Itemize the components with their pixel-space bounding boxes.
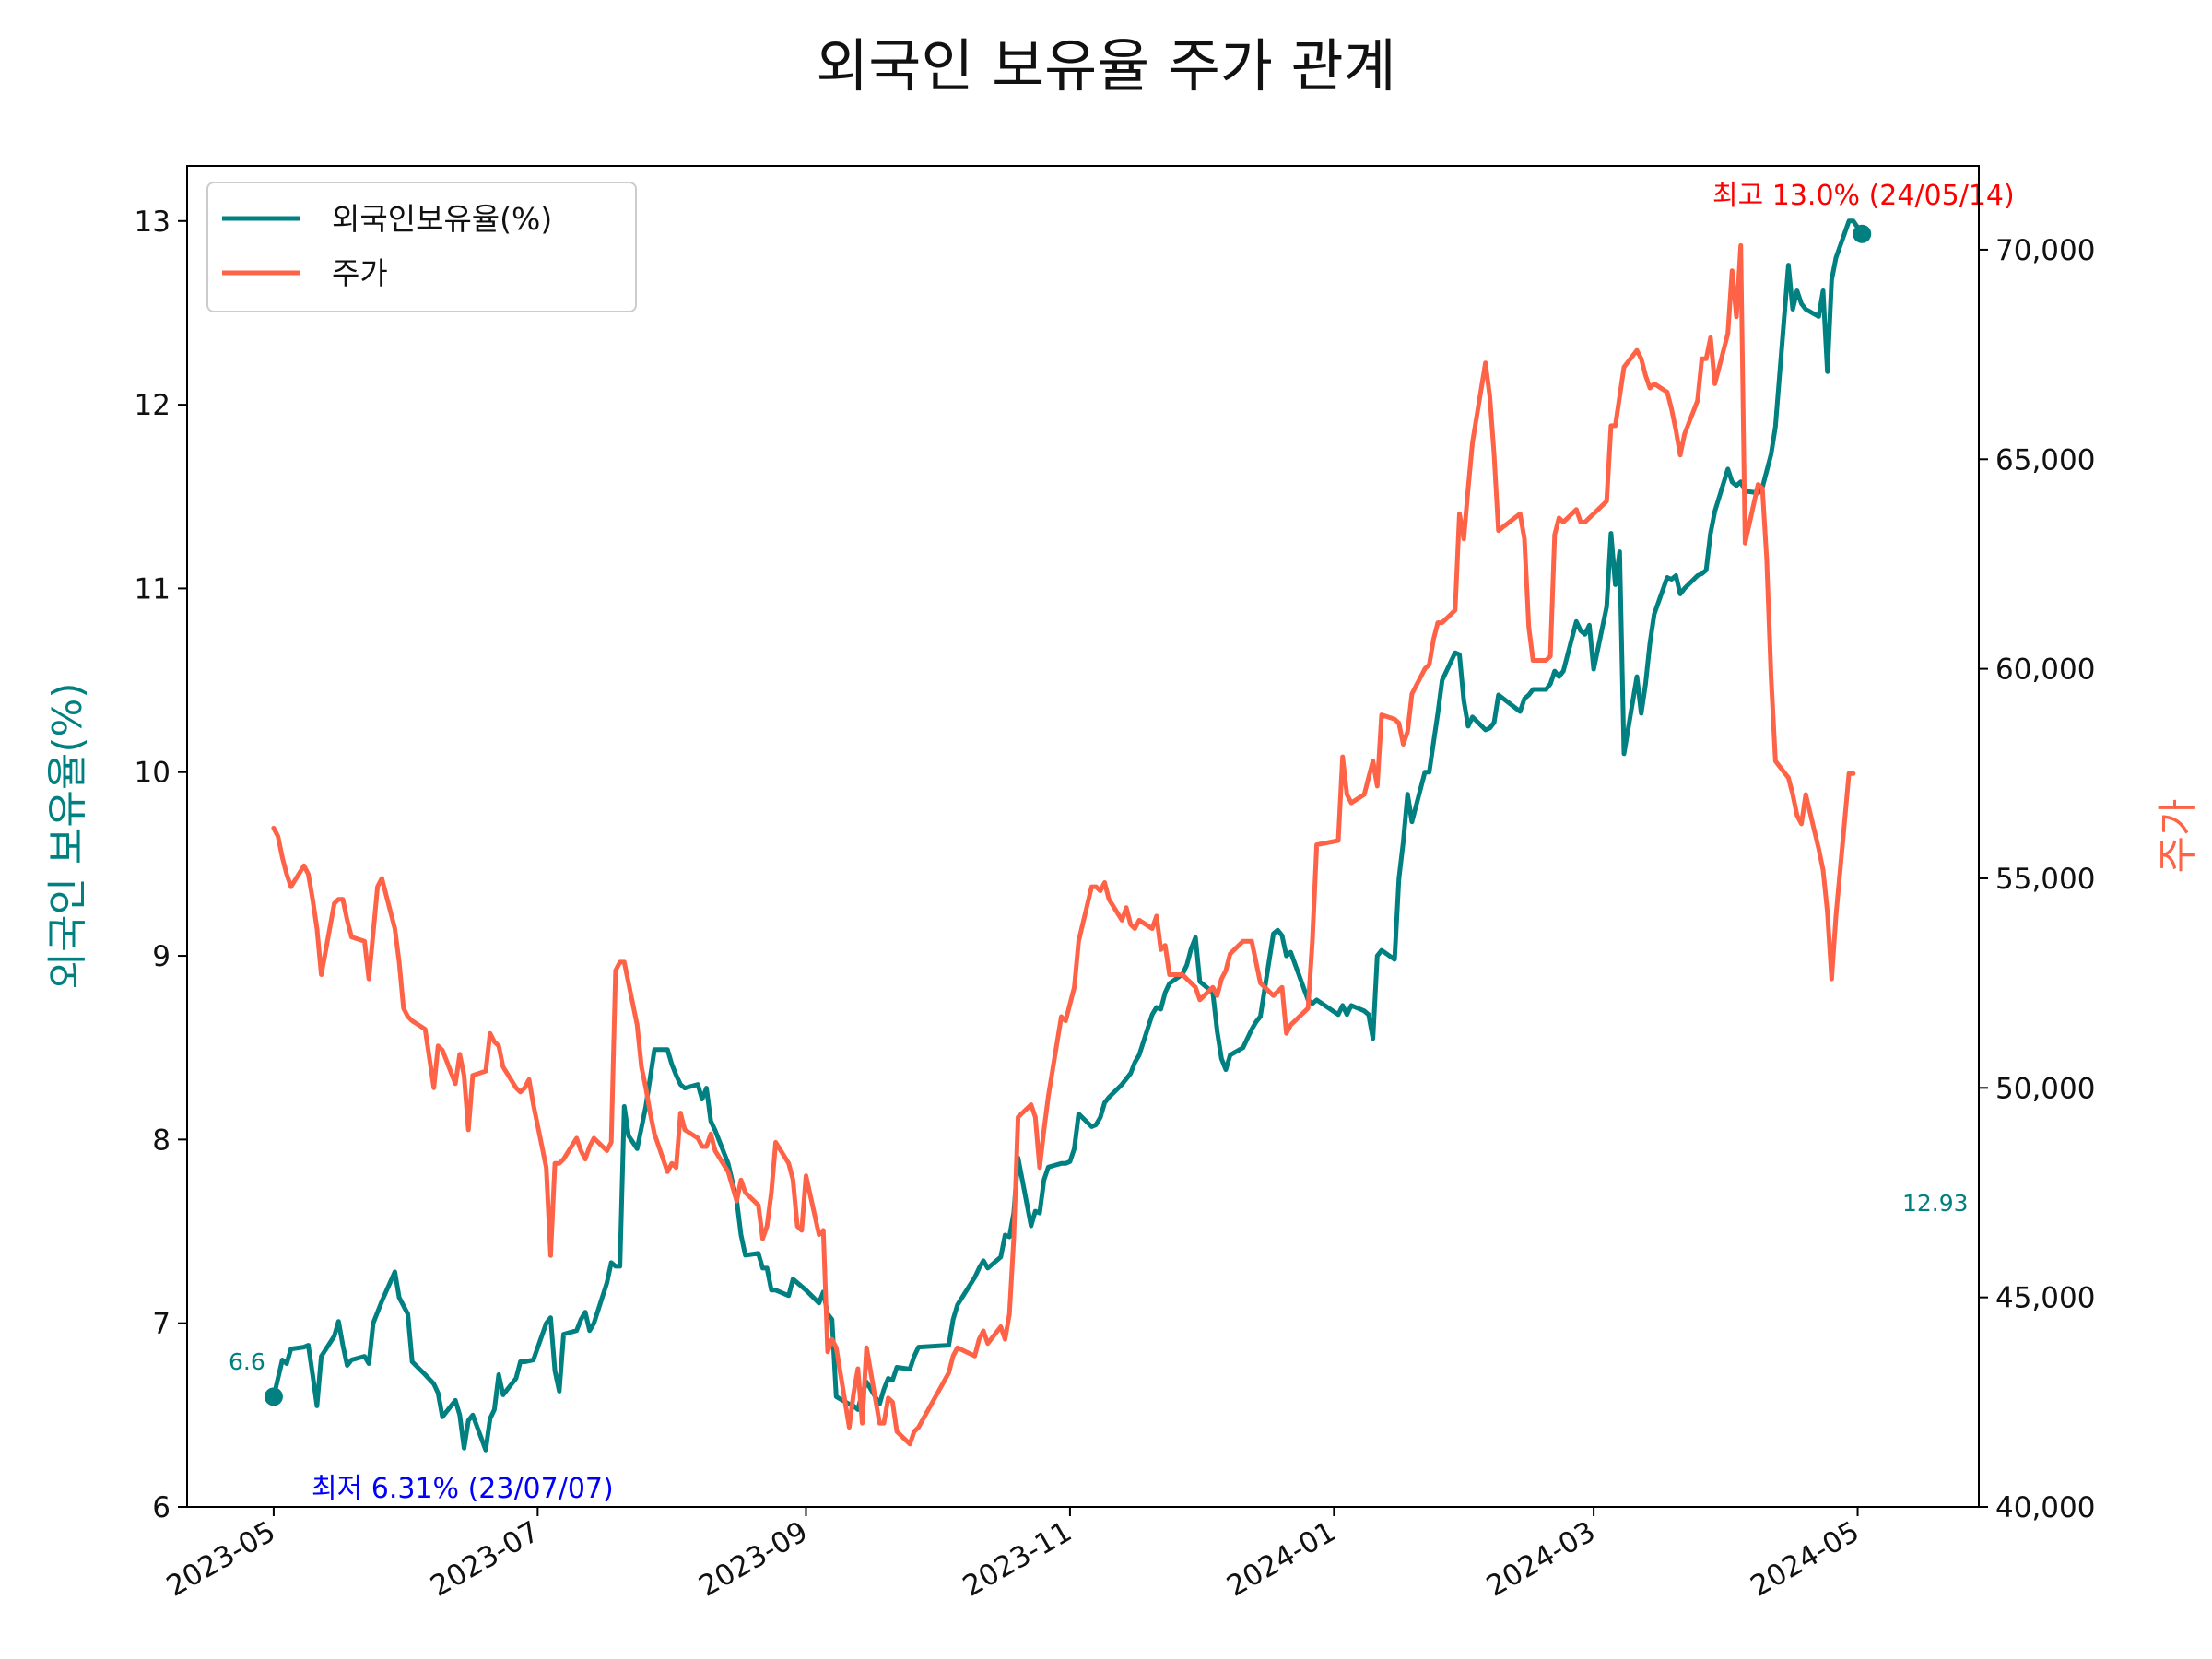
left-y-tick-label: 10 — [135, 757, 171, 790]
right-y-tick-label: 60,000 — [1995, 653, 2095, 687]
left-y-axis-label: 외국인 보유율(%) — [44, 682, 91, 989]
left-y-tick-label: 11 — [135, 572, 171, 606]
min-annotation: 최저 6.31% (23/07/07) — [312, 1473, 614, 1505]
left-y-tick-label: 9 — [152, 940, 171, 973]
right-y-tick-label: 45,000 — [1995, 1282, 2095, 1315]
chart-title: 외국인 보유율 주가 관계 — [816, 32, 1396, 100]
end-point-marker — [1853, 225, 1871, 243]
left-y-tick-label: 13 — [135, 206, 171, 239]
left-y-tick-label: 7 — [152, 1308, 171, 1341]
right-y-tick-label: 55,000 — [1995, 863, 2095, 896]
left-y-tick-label: 12 — [135, 389, 171, 422]
right-y-tick-label: 50,000 — [1995, 1072, 2095, 1105]
left-y-tick-label: 8 — [152, 1124, 171, 1157]
right-y-axis-label: 주가 — [2155, 799, 2202, 874]
end-value-label: 12.93 — [1902, 1190, 1969, 1217]
plot-area — [187, 166, 1979, 1507]
legend: 외국인보유율(%) 주가 — [207, 182, 636, 312]
max-annotation: 최고 13.0% (24/05/14) — [1712, 180, 2015, 212]
right-y-tick-label: 70,000 — [1995, 234, 2095, 267]
legend-label-price: 주가 — [332, 255, 388, 291]
right-y-tick-label: 65,000 — [1995, 443, 2095, 477]
right-y-tick-label: 40,000 — [1995, 1491, 2095, 1524]
left-y-tick-label: 6 — [152, 1491, 171, 1524]
start-value-label: 6.6 — [229, 1348, 265, 1375]
legend-label-foreign: 외국인보유율(%) — [332, 201, 552, 237]
start-point-marker — [265, 1387, 283, 1406]
